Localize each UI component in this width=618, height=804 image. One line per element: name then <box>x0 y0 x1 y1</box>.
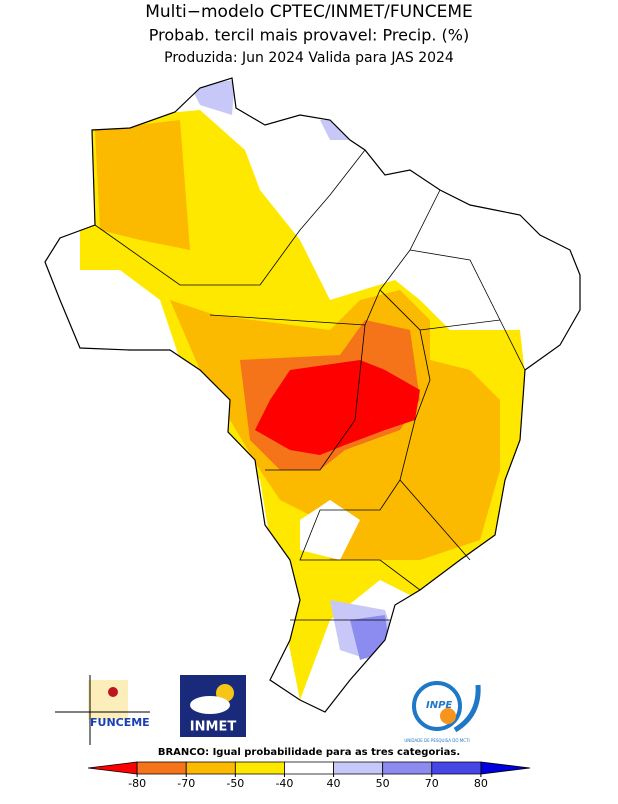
inmet-logo: INMET <box>180 675 246 737</box>
colorbar-tick-label: 70 <box>425 777 439 790</box>
title: Multi−modelo CPTEC/INMET/FUNCEME <box>145 2 473 22</box>
colorbar-bin <box>284 761 334 775</box>
inpe-caption: UNIDADE DE PESQUISA DO MCTI <box>404 738 469 743</box>
colorbar-bin <box>87 761 138 775</box>
colorbar-bin <box>431 761 482 775</box>
colorbar-bin <box>185 761 236 775</box>
colorbar-tick-label: -50 <box>226 777 244 790</box>
colorbar-tick-label: 80 <box>474 777 488 790</box>
inpe-label: INPE <box>426 700 452 711</box>
colorbar-bin <box>234 761 285 775</box>
colorbar-tick-label: -80 <box>128 777 146 790</box>
colorbar-bin <box>480 761 531 775</box>
period: Produzida: Jun 2024 Valida para JAS 2024 <box>164 50 454 66</box>
state-borders <box>94 149 526 621</box>
anomaly-region <box>255 360 420 455</box>
colorbar-tick-label: -70 <box>177 777 195 790</box>
inpe-logo: INPE UNIDADE DE PESQUISA DO MCTI <box>404 681 481 743</box>
funceme-label: FUNCEME <box>90 716 150 729</box>
anomaly-region <box>300 500 360 560</box>
colorbar-bin <box>136 761 187 775</box>
colorbar-tick-label: 40 <box>327 777 341 790</box>
colorbar-tick-label: -40 <box>275 777 293 790</box>
funceme-logo: FUNCEME <box>55 675 150 745</box>
anomaly-region <box>320 118 365 140</box>
anomaly-region <box>95 120 190 250</box>
subtitle: Probab. tercil mais provavel: Precip. (%… <box>149 26 469 45</box>
anomaly-region <box>190 80 235 115</box>
colorbar: -80 -70 -50 -40 40 50 70 80 <box>87 761 531 790</box>
note: BRANCO: Igual probabilidade para as tres… <box>158 747 460 758</box>
colorbar-tick-label: 50 <box>376 777 390 790</box>
inmet-label: INMET <box>190 720 237 735</box>
colorbar-bin <box>382 761 433 775</box>
map <box>80 80 530 700</box>
colorbar-bin <box>333 761 384 775</box>
